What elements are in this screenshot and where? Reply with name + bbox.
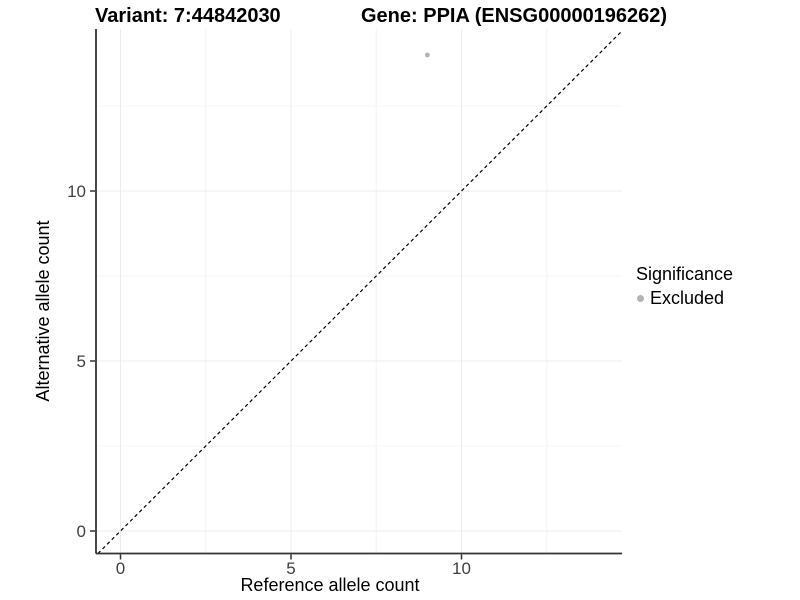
- y-tick-label: 10: [67, 182, 86, 201]
- x-tick-label: 0: [116, 559, 125, 578]
- legend-title: Significance: [636, 264, 734, 284]
- plot-title-variant: Variant: 7:44842030: [95, 5, 281, 27]
- identity-dashed-line: [97, 30, 623, 554]
- plot-title-gene: Gene: PPIA (ENSG00000196262): [361, 5, 668, 27]
- y-tick-label: 5: [77, 352, 86, 371]
- y-tick-label: 0: [77, 522, 86, 541]
- legend-item-label: Excluded: [650, 288, 725, 308]
- x-tick-label: 10: [452, 559, 471, 578]
- x-tick-label: 5: [286, 559, 295, 578]
- x-axis-title: Reference allele count: [240, 575, 420, 595]
- legend-point-swatch: [637, 295, 644, 302]
- legend: Significance Excluded: [636, 264, 733, 309]
- data-point: [425, 52, 430, 58]
- legend-item-excluded: Excluded: [636, 288, 733, 309]
